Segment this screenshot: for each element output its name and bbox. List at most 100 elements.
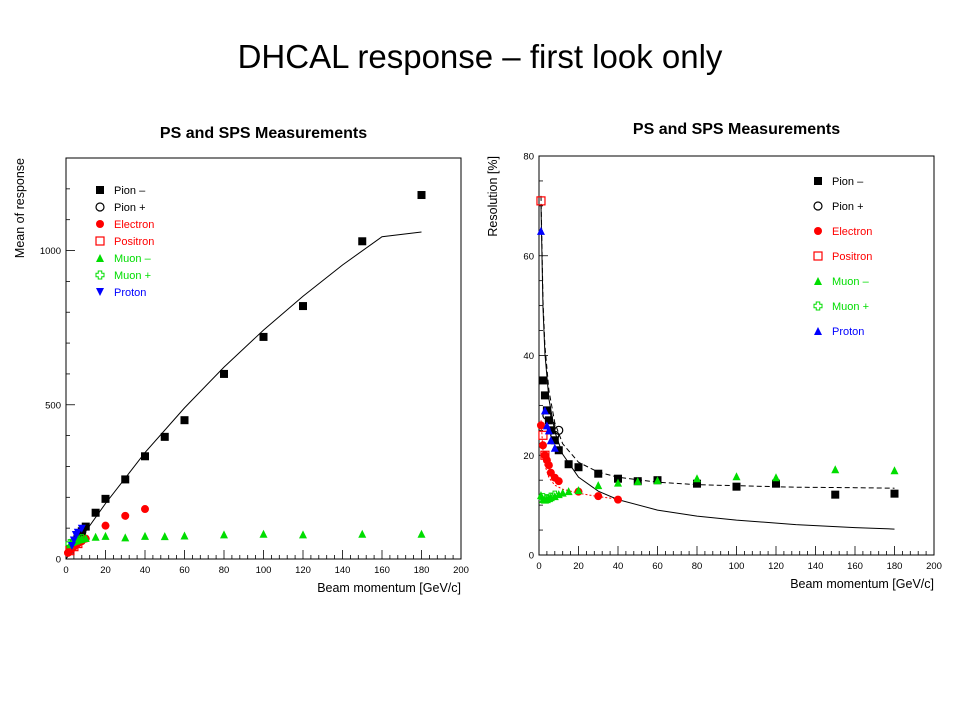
- x-tick-label: 80: [219, 565, 230, 576]
- data-point-pion: [554, 446, 563, 455]
- data-point-electron: [538, 441, 547, 450]
- x-tick-label: 200: [453, 565, 469, 576]
- legend-label-muon: Muon –: [114, 253, 152, 265]
- y-tick-label: 60: [523, 251, 534, 262]
- x-tick-label: 160: [374, 565, 390, 576]
- x-tick-label: 180: [887, 561, 903, 572]
- data-point-pion: [564, 460, 573, 469]
- data-point-muon: [259, 529, 268, 538]
- legend-marker-muon: [814, 277, 822, 285]
- x-tick-label: 20: [573, 561, 584, 572]
- data-point-proton: [77, 524, 86, 533]
- data-point-muon: [358, 529, 367, 538]
- data-point-proton: [540, 406, 549, 415]
- y-axis-label: Resolution [%]: [486, 156, 500, 237]
- x-tick-label: 160: [847, 561, 863, 572]
- legend-label-muon: Muon –: [832, 276, 870, 288]
- data-point-pion: [180, 416, 189, 425]
- legend-marker-pion: [814, 177, 822, 185]
- data-point-electron: [141, 505, 149, 514]
- chart-title: PS and SPS Measurements: [160, 125, 367, 142]
- data-point-muon: [594, 481, 603, 490]
- x-tick-label: 40: [613, 561, 624, 572]
- x-tick-label: 60: [652, 561, 663, 572]
- x-tick-label: 100: [256, 565, 272, 576]
- data-point-pion: [160, 432, 169, 441]
- data-point-positron: [538, 430, 548, 440]
- data-point-pion: [540, 391, 549, 400]
- data-point-positron: [540, 450, 550, 460]
- slide-title: DHCAL response – first look only: [237, 38, 723, 75]
- fit-curve-solid: [540, 205, 895, 530]
- x-tick-label: 180: [414, 565, 430, 576]
- data-point-muon: [220, 530, 228, 539]
- legend-label-positron: Positron: [114, 236, 154, 248]
- data-point-muon: [558, 488, 567, 497]
- data-point-pion: [772, 479, 780, 488]
- x-tick-label: 60: [179, 565, 190, 576]
- legend-label-proton: Proton: [832, 326, 864, 338]
- legend-label-positron: Positron: [832, 251, 872, 263]
- data-point-pion: [141, 452, 149, 461]
- legend-marker-positron: [95, 236, 105, 246]
- data-point-pion: [417, 191, 426, 200]
- x-tick-label: 100: [729, 561, 745, 572]
- data-point-electron: [101, 521, 110, 530]
- fit-curve-dashed: [540, 195, 895, 489]
- data-point-muon: [693, 474, 701, 483]
- data-point-electron: [614, 495, 622, 504]
- x-tick-label: 140: [335, 565, 351, 576]
- x-axis-label: Beam momentum [GeV/c]: [317, 581, 461, 595]
- legend-marker-pion: [96, 186, 104, 194]
- legend-marker-electron: [96, 220, 104, 228]
- data-point-electron: [544, 461, 553, 470]
- data-point-muon: [614, 478, 622, 487]
- data-point-muon: [564, 487, 573, 496]
- x-tick-label: 140: [808, 561, 824, 572]
- data-point-pion: [101, 494, 110, 503]
- data-point-muon: [831, 465, 840, 474]
- legend-label-pion: Pion +: [114, 202, 146, 214]
- legend-label-pion: Pion –: [832, 176, 864, 188]
- data-point-muon: [101, 531, 110, 540]
- data-point-pion: [732, 482, 741, 491]
- y-tick-label: 80: [523, 152, 534, 163]
- x-tick-label: 80: [692, 561, 703, 572]
- data-point-pion: [574, 463, 583, 472]
- x-tick-label: 0: [63, 565, 68, 576]
- legend-marker-muon: [813, 301, 823, 311]
- legend-label-pion: Pion +: [832, 201, 864, 213]
- data-point-muon: [542, 494, 552, 504]
- legend-label-proton: Proton: [114, 287, 146, 299]
- data-point-pion: [538, 376, 547, 385]
- x-tick-label: 40: [140, 565, 151, 576]
- x-tick-label: 120: [295, 565, 311, 576]
- data-point-pion: [693, 479, 701, 488]
- chart-title: PS and SPS Measurements: [633, 121, 840, 138]
- data-point-proton: [73, 528, 82, 537]
- x-tick-label: 200: [926, 561, 942, 572]
- data-point-muon: [574, 486, 583, 495]
- y-axis-label: Mean of response: [13, 158, 27, 258]
- legend-marker-pion: [813, 201, 823, 211]
- data-point-muon: [550, 490, 560, 500]
- data-point-proton: [550, 443, 559, 452]
- data-point-pion: [220, 369, 228, 378]
- data-point-pion: [299, 302, 307, 311]
- legend-marker-proton: [96, 288, 104, 296]
- data-point-pion: [594, 469, 603, 478]
- data-point-muon: [417, 529, 426, 538]
- data-point-proton: [544, 426, 553, 435]
- data-point-muon: [141, 531, 149, 540]
- data-point-positron: [536, 196, 546, 206]
- data-point-muon: [77, 534, 87, 544]
- y-tick-label: 1000: [40, 246, 61, 257]
- data-point-proton: [546, 436, 555, 445]
- data-point-electron: [536, 421, 545, 430]
- data-point-pion: [259, 332, 268, 341]
- data-point-proton: [536, 226, 545, 235]
- y-tick-label: 0: [529, 551, 534, 562]
- x-axis-label: Beam momentum [GeV/c]: [790, 577, 934, 591]
- data-point-pion: [121, 475, 130, 484]
- legend-marker-electron: [814, 227, 822, 235]
